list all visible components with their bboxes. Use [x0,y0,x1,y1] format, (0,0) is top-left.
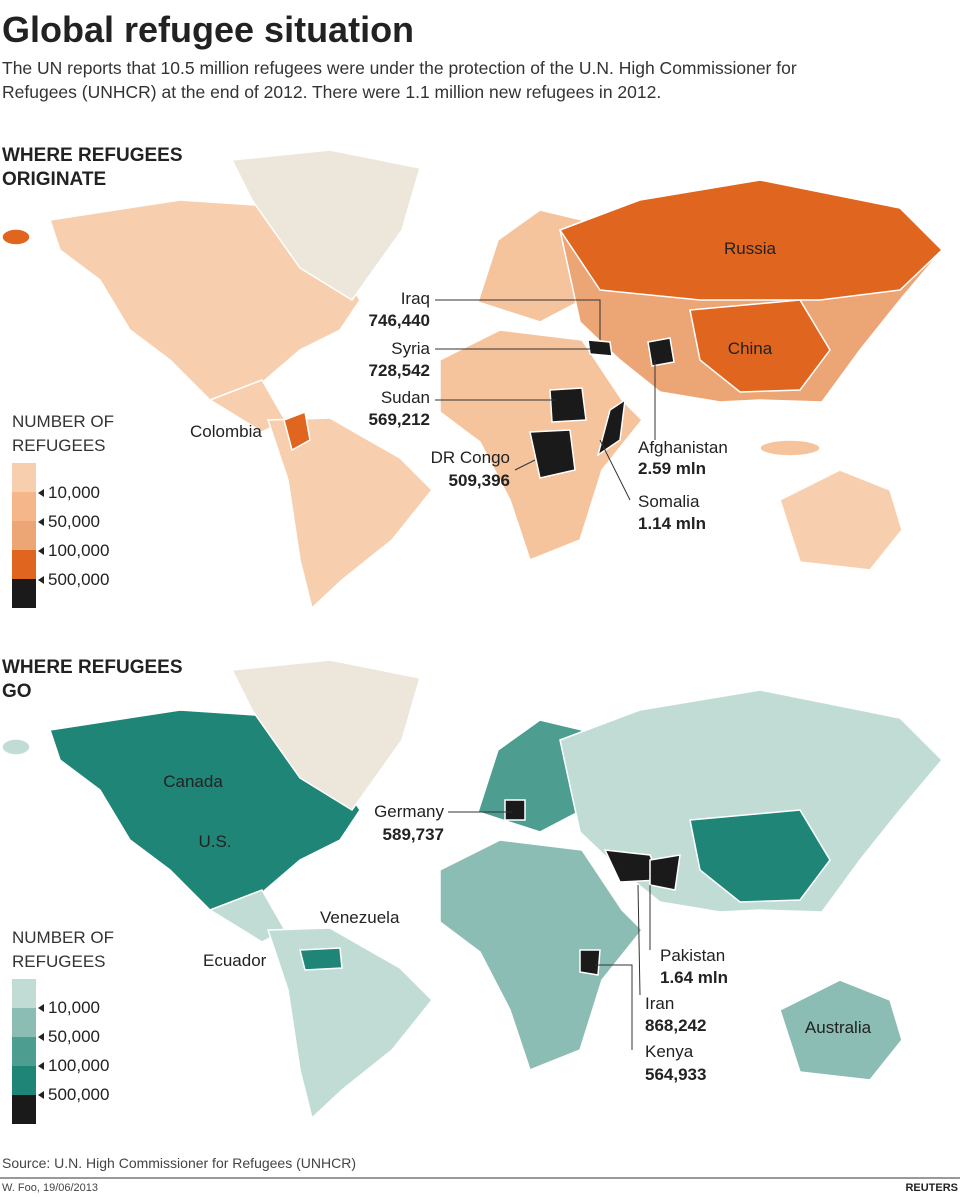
title: Global refugee situation [2,9,415,50]
country-value: 589,737 [382,825,444,844]
country-label: China [727,339,773,358]
country-value: 1.64 mln [660,968,729,987]
legend-label: 500,000 [48,1085,110,1104]
legend-label: 100,000 [48,1056,110,1075]
country-label: Colombia [190,422,262,441]
country-value: 2.59 mln [638,459,707,478]
country-label: Sudan [380,388,430,407]
legend-label: 100,000 [48,541,110,560]
credit: W. Foo, 19/06/2013 [2,1182,99,1194]
origin-map [1,149,944,609]
country-value: 1.14 mln [638,514,707,533]
country-label: Kenya [645,1042,694,1061]
country-label: Ecuador [203,951,267,970]
country-label: Somalia [638,492,700,511]
country-label: DR Congo [430,448,510,467]
legend-label: 500,000 [48,570,110,589]
country-value: 564,933 [645,1065,707,1084]
subtitle: The UN reports that 10.5 million refugee… [2,58,797,102]
country-label: Syria [391,339,430,358]
legend-swatches [12,463,44,1124]
legend-title: NUMBER OF REFUGEES [12,928,114,971]
legend-title: NUMBER OF REFUGEES [12,412,114,455]
country-label: Germany [374,802,444,821]
country-label: Afghanistan [638,438,728,457]
country-value: 728,542 [368,361,430,380]
legend-label: 50,000 [48,1027,100,1046]
country-label: Australia [804,1018,872,1037]
country-label: Russia [724,239,776,258]
country-label: Pakistan [660,946,726,965]
section-heading: WHERE REFUGEES ORIGINATE [2,145,183,190]
destination-map [1,659,943,1119]
country-value: 509,396 [448,471,510,490]
brand: REUTERS [905,1182,958,1194]
country-label: Iran [645,994,675,1013]
country-label: Venezuela [320,908,400,927]
country-label: U.S. [198,832,232,851]
country-value: 569,212 [368,410,430,429]
country-label: Canada [163,772,223,791]
legend-label: 10,000 [48,998,100,1017]
legend-label: 50,000 [48,512,100,531]
source: Source: U.N. High Commissioner for Refug… [2,1155,356,1171]
leader-lines [435,299,656,1050]
country-label: Iraq [400,289,430,308]
section-heading: WHERE REFUGEES GO [2,657,183,702]
country-value: 746,440 [368,311,430,330]
legend-label: 10,000 [48,483,100,502]
country-value: 868,242 [645,1016,707,1035]
